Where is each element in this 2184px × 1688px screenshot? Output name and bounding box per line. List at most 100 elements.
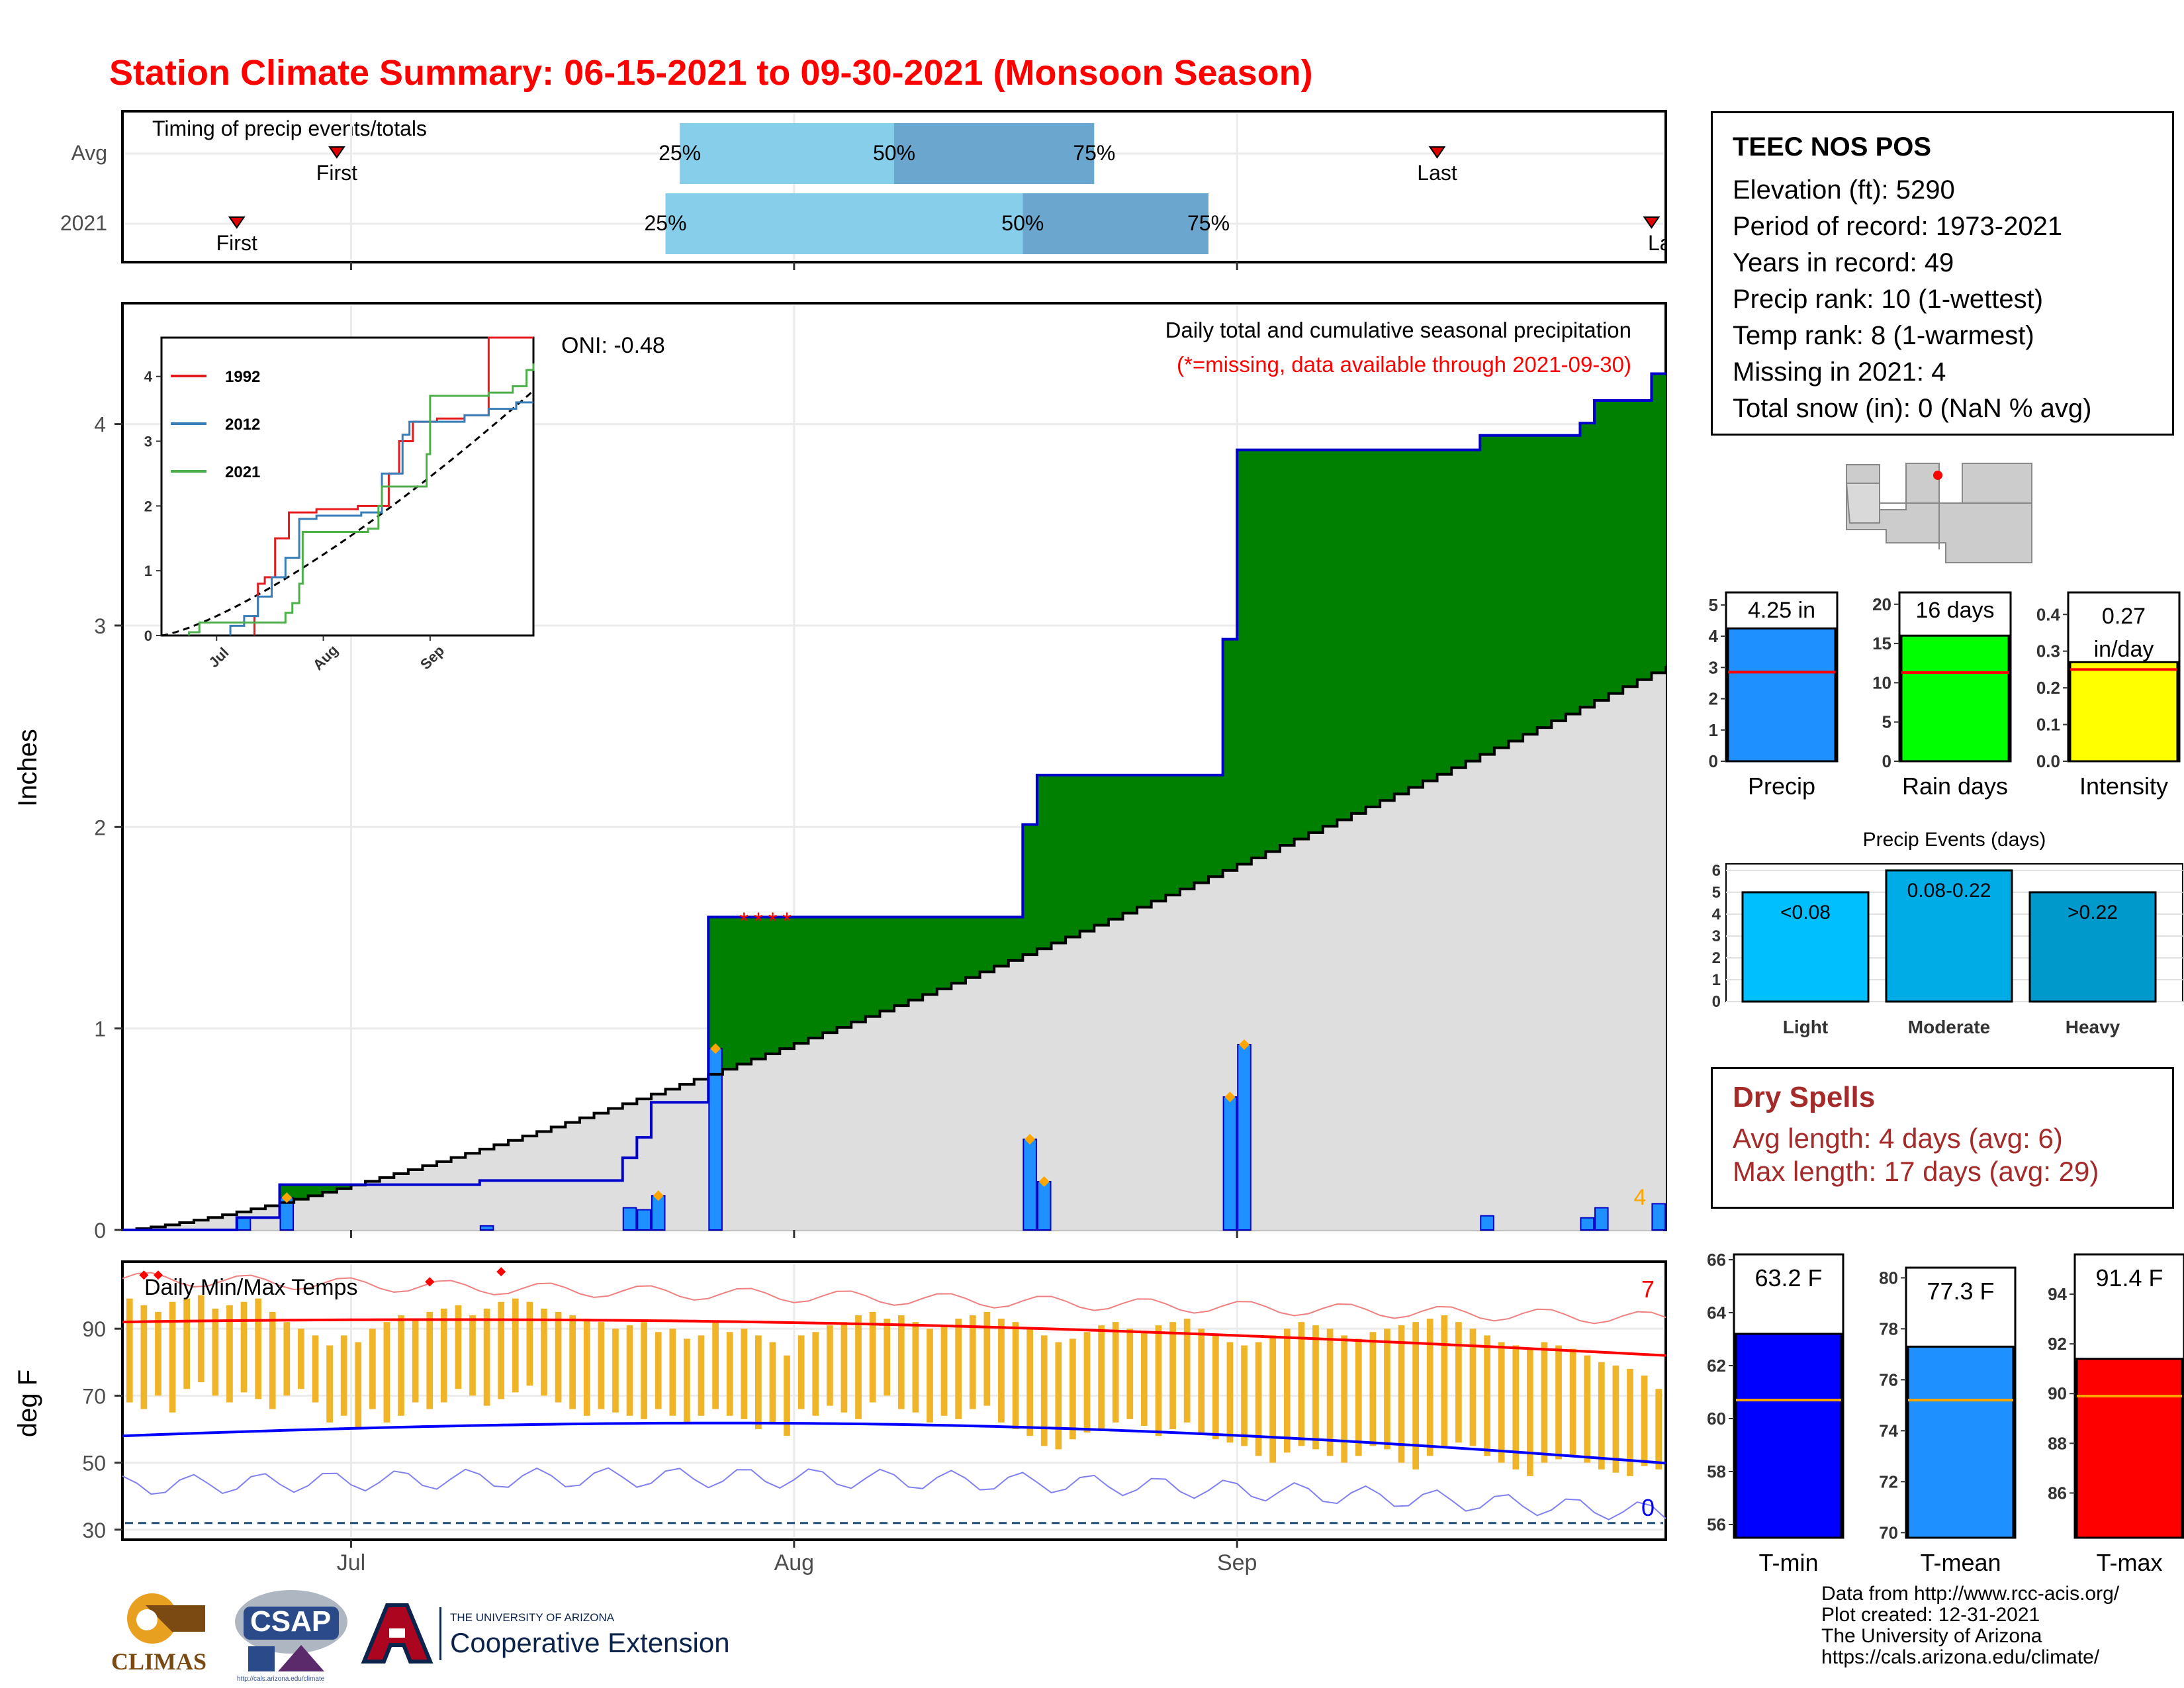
x-axis-month-label: Aug [774, 1550, 815, 1575]
daily-precip-bar [1594, 1207, 1609, 1231]
cumulative-above-avg-area [851, 917, 866, 1022]
ua-logo-top: THE UNIVERSITY OF ARIZONA [450, 1611, 615, 1624]
temp-y-tick-label: 50 [82, 1452, 106, 1476]
temp-summary-tmean-bar [1907, 1345, 2015, 1539]
footer-line-2: Plot created: 12-31-2021 [1821, 1604, 2040, 1626]
cumulative-above-avg-area [1380, 449, 1395, 801]
cumulative-above-avg-area [1066, 774, 1081, 937]
cumulative-above-avg-area [1251, 449, 1266, 859]
precip-event-marker [1224, 1092, 1236, 1103]
record-min-line [122, 1467, 1666, 1521]
dry-spells-box: Dry Spells Avg length: 4 days (avg: 6) M… [1711, 1067, 2174, 1209]
intensity-summary-y-tick-label: 0.2 [2036, 678, 2060, 698]
cumulative-above-avg-area [965, 917, 981, 978]
station-map [1845, 463, 2032, 563]
cumulative-above-avg-area [308, 1184, 323, 1196]
raindays-summary-y-tick-label: 10 [1872, 673, 1891, 692]
figure-title: Station Climate Summary: 06-15-2021 to 0… [109, 53, 1313, 93]
precip-events-bar [1885, 869, 2013, 1003]
cumulative-above-avg-area [751, 917, 766, 1059]
temp-summary-tmean-y-tick-label: 78 [1879, 1319, 1898, 1338]
station-info-box: TEEC NOS POS Elevation (ft): 5290 Period… [1711, 111, 2174, 436]
cumulative-above-avg-area [1137, 774, 1152, 908]
timing-p75-label: 75% [1073, 141, 1115, 165]
cumulative-above-avg-area [908, 917, 923, 1000]
cumulative-above-avg-area [1651, 373, 1666, 673]
first-event-marker [328, 146, 345, 159]
temp-summary-tmax-y-tick-label: 88 [2048, 1433, 2067, 1453]
inset-legend-label: 2012 [225, 416, 260, 434]
daily-precip-bar [1480, 1215, 1494, 1231]
cumulative-above-avg-area [1079, 774, 1095, 931]
cumulative-above-avg-area [1523, 435, 1538, 735]
footer-credits: Data from http://www.rcc-acis.org/ Plot … [1821, 1583, 2119, 1668]
raindays-summary-bar [1900, 634, 2010, 763]
cumulative-above-avg-area [1408, 449, 1424, 788]
temp-summary-tmin-y-tick-label: 60 [1707, 1409, 1726, 1429]
precip-summary-label: Precip [1748, 773, 1815, 800]
precip-y-tick-label: 1 [94, 1017, 106, 1041]
first-event-marker [228, 216, 246, 229]
average-cumulative-line [122, 665, 1667, 1231]
cumulative-above-avg-area [1280, 449, 1295, 846]
raindays-summary-y-tick-label: 20 [1872, 594, 1891, 614]
precip-event-marker [1038, 1176, 1050, 1187]
timing-row-2021-label: 2021 [60, 211, 107, 235]
precip-event-marker [1024, 1134, 1036, 1145]
precip-summary-y-tick-label: 2 [1709, 689, 1718, 709]
footer-line-4: https://cals.arizona.edu/climate/ [1821, 1646, 2100, 1668]
cumulative-above-avg-area [1580, 423, 1595, 708]
temp-summary-tmean-label: T-mean [1920, 1549, 2001, 1576]
precip-y-tick-label: 2 [94, 816, 106, 839]
temp-above-count: 7 [1641, 1276, 1655, 1303]
cumulative-above-avg-area [1565, 435, 1580, 714]
missing-day-marker: * [754, 907, 763, 934]
footer-line-1: Data from http://www.rcc-acis.org/ [1821, 1583, 2120, 1605]
cumulative-above-avg-area [765, 917, 780, 1054]
temp-summary-tmean-value: 77.3 F [1927, 1278, 1994, 1305]
cumulative-above-avg-area [336, 1184, 351, 1189]
temp-y-tick-label: 70 [82, 1384, 106, 1408]
cumulative-above-avg-area [1179, 774, 1195, 889]
x-axis-month-label: Sep [1217, 1550, 1257, 1575]
cumulative-above-avg-area [1594, 400, 1610, 700]
raindays-summary-y-tick-label: 15 [1872, 633, 1891, 653]
temp-summary-tmean-y-tick-label: 76 [1879, 1370, 1898, 1389]
cumulative-above-avg-area [865, 917, 880, 1017]
cumulative-above-avg-area [1122, 774, 1138, 914]
temp-summary-tmin-y-tick-label: 62 [1707, 1356, 1726, 1376]
temp-summary-tmax-value: 91.4 F [2095, 1264, 2163, 1291]
intensity-summary-value-line2: in/day [2094, 637, 2154, 662]
record-high-marker [496, 1267, 506, 1277]
precip-summary-y-tick-label: 0 [1709, 751, 1718, 771]
inset-series-1992 [253, 336, 533, 635]
record-high-marker [425, 1277, 435, 1287]
temp-summary-tmax-label: T-max [2096, 1549, 2162, 1576]
cumulative-above-avg-area [294, 1184, 309, 1199]
cumulative-above-avg-area [1151, 774, 1166, 902]
timing-p25-label: 25% [644, 211, 686, 235]
intensity-summary-y-tick-label: 0.3 [2036, 641, 2060, 661]
temp-summary-tmax-y-tick-label: 92 [2048, 1334, 2067, 1354]
temp-summary-tmax-bar [2075, 1358, 2183, 1539]
inset-y-tick-label: 3 [144, 434, 152, 450]
intensity-summary-y-tick-label: 0.4 [2036, 604, 2061, 624]
intensity-summary-y-tick-label: 0.1 [2036, 715, 2060, 735]
csap-logo-text: CSAP [250, 1605, 332, 1638]
temp-panel: 30 50 70 90 deg F Daily Min/Max Temps 7 0 J… [13, 1260, 1667, 1575]
inset-legend-label: 2021 [225, 463, 260, 481]
daily-precip-bar [1580, 1217, 1595, 1231]
climas-logo: CLIMAS [106, 1585, 218, 1678]
cumulative-above-avg-area [1165, 774, 1181, 896]
station-elevation: Elevation (ft): 5290 [1733, 175, 1955, 205]
cumulative-above-avg-area [1222, 639, 1238, 870]
temp-y-tick-label: 30 [82, 1519, 106, 1542]
cumulative-above-avg-area [1608, 400, 1623, 694]
temp-summary-tmin-y-tick-label: 56 [1707, 1515, 1726, 1534]
timing-bar-25-50 [680, 123, 894, 184]
inset-y-tick-label: 4 [144, 369, 153, 385]
record-high-marker [153, 1270, 163, 1280]
precip-events-y-tick-label: 1 [1712, 971, 1721, 989]
